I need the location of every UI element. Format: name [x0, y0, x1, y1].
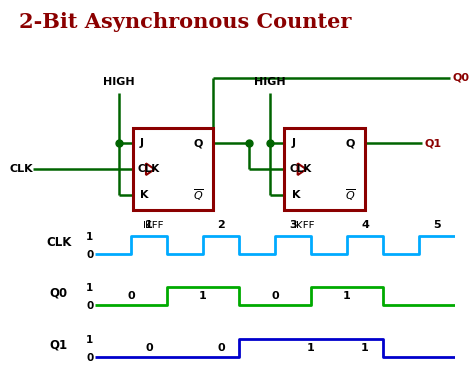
Text: 1: 1 [145, 220, 153, 230]
Text: 3: 3 [289, 220, 297, 230]
Text: 1: 1 [199, 291, 207, 301]
Text: HIGH: HIGH [255, 77, 286, 87]
Text: J: J [140, 138, 144, 148]
Text: 0: 0 [127, 291, 135, 301]
Text: CLK: CLK [46, 236, 72, 249]
Bar [133, 128, 213, 210]
Text: 0: 0 [271, 291, 279, 301]
Bar [284, 128, 365, 210]
Text: $\overline{Q}$: $\overline{Q}$ [193, 187, 204, 203]
Text: 0: 0 [145, 343, 153, 353]
Text: Q: Q [345, 138, 355, 148]
Text: Q: Q [193, 138, 203, 148]
Text: Q1: Q1 [50, 339, 68, 352]
Text: 4: 4 [361, 220, 369, 230]
Text: K: K [140, 190, 148, 200]
Text: CLK: CLK [137, 164, 160, 174]
Text: 2: 2 [217, 220, 225, 230]
Text: K: K [292, 190, 300, 200]
Text: 2-Bit Asynchronous Counter: 2-Bit Asynchronous Counter [19, 12, 351, 32]
Text: $\overline{Q}$: $\overline{Q}$ [345, 187, 356, 203]
Text: Q0: Q0 [453, 73, 470, 83]
Text: JKFF: JKFF [142, 221, 164, 231]
Text: 5: 5 [433, 220, 441, 230]
Text: Q0: Q0 [50, 286, 68, 299]
Text: J: J [292, 138, 295, 148]
Text: JKFF: JKFF [294, 221, 315, 231]
Text: 0: 0 [217, 343, 225, 353]
Text: Q1: Q1 [424, 138, 441, 148]
Text: 1: 1 [307, 343, 315, 353]
Text: 1: 1 [361, 343, 369, 353]
Text: CLK: CLK [289, 164, 311, 174]
Polygon shape [146, 163, 155, 175]
Polygon shape [298, 163, 306, 175]
Text: HIGH: HIGH [103, 77, 134, 87]
Text: 1: 1 [343, 291, 351, 301]
Text: CLK: CLK [9, 164, 33, 174]
